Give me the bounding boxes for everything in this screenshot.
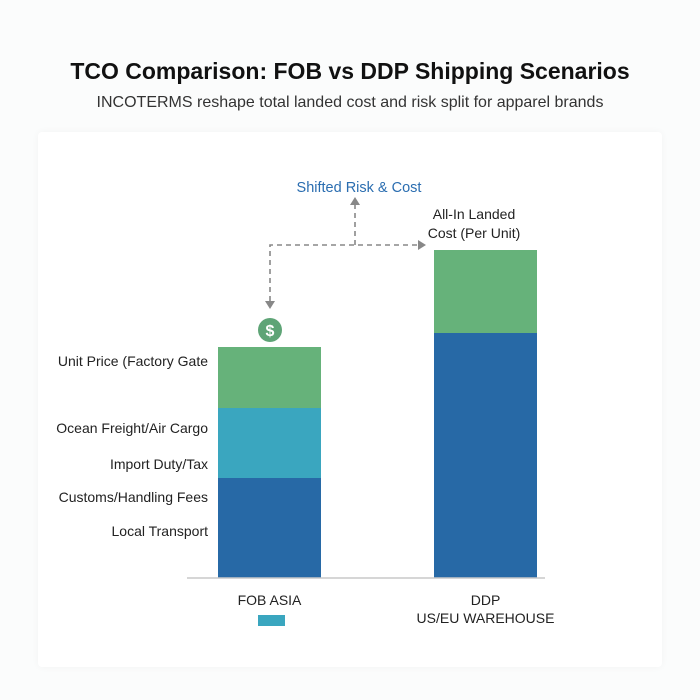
shift-arrow — [269, 205, 418, 301]
component-label: Ocean Freight/Air Cargo — [56, 420, 208, 436]
shifted-risk-label: Shifted Risk & Cost — [297, 180, 422, 196]
arrow-heads — [265, 197, 426, 309]
component-label: Import Duty/Tax — [110, 456, 208, 472]
chart-subtitle: INCOTERMS reshape total landed cost and … — [96, 94, 604, 111]
component-label: Local Transport — [112, 523, 209, 539]
landed-cost-label-1: All-In Landed — [433, 206, 516, 222]
category-label: DDP — [471, 592, 501, 608]
bar-segment-0-1 — [218, 408, 321, 478]
svg-text:$: $ — [266, 323, 275, 340]
landed-cost-label-2: Cost (Per Unit) — [428, 225, 521, 241]
bar-segment-1-1 — [434, 250, 537, 333]
dollar-icon: $ — [258, 318, 282, 342]
bar-segment-0-0 — [218, 478, 321, 578]
legend-swatch — [258, 615, 285, 626]
chart-title: TCO Comparison: FOB vs DDP Shipping Scen… — [70, 58, 630, 84]
category-label: FOB ASIA — [238, 592, 302, 608]
bar-segment-1-0 — [434, 333, 537, 578]
component-label: Customs/Handling Fees — [59, 489, 208, 505]
category-label: US/EU WAREHOUSE — [417, 610, 555, 626]
bar-segment-0-2 — [218, 347, 321, 408]
component-label: Unit Price (Factory Gate — [58, 353, 208, 369]
